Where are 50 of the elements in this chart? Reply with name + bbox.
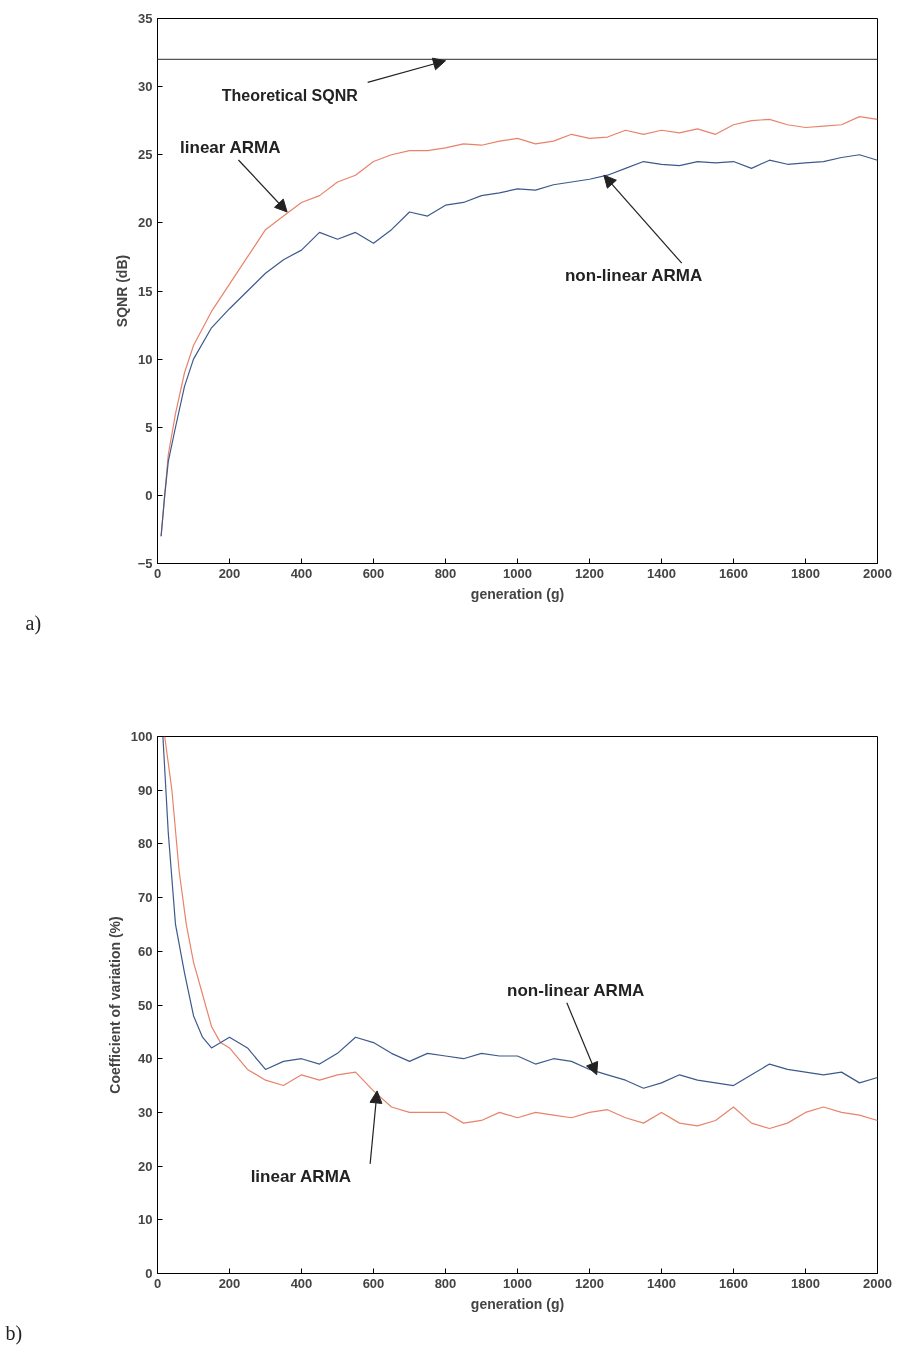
- x-tick-label: 1200: [575, 1275, 604, 1291]
- y-tick-label: 60: [138, 943, 153, 959]
- annotation: linear ARMA: [180, 137, 281, 157]
- y-tick-label: 10: [138, 351, 153, 367]
- ref-line-label: Theoretical SQNR: [221, 87, 359, 105]
- x-tick-label: 1400: [647, 565, 676, 581]
- y-axis-title: SQNR (dB): [113, 254, 130, 328]
- x-tick-label: 200: [218, 1275, 241, 1291]
- x-tick-label: 400: [290, 1275, 313, 1291]
- y-tick-label: 35: [138, 11, 153, 26]
- x-tick-label: 800: [434, 1275, 457, 1291]
- y-tick-label: 90: [138, 782, 153, 798]
- y-tick-label: 20: [138, 1158, 153, 1174]
- x-tick-label: 200: [218, 565, 241, 581]
- annotation: non-linear ARMA: [507, 980, 645, 1000]
- text: a): [25, 611, 42, 635]
- y-tick-label: 30: [138, 79, 153, 95]
- y-tick-label: 20: [138, 215, 153, 231]
- x-tick-label: 1800: [791, 1275, 820, 1291]
- x-tick-label: 1600: [719, 565, 748, 581]
- y-tick-label: 50: [138, 997, 153, 1013]
- text: b): [5, 1321, 23, 1345]
- y-tick-label: 80: [138, 836, 153, 852]
- x-tick-label: 400: [290, 565, 313, 581]
- x-axis-title: generation (g): [470, 1295, 565, 1312]
- x-tick-label: 1400: [647, 1275, 676, 1291]
- y-tick-label: 15: [138, 283, 153, 299]
- y-tick-label: 0: [145, 487, 153, 503]
- x-tick-label: 1200: [575, 565, 604, 581]
- x-tick-label: 2000: [863, 565, 892, 581]
- x-tick-label: 1600: [719, 1275, 748, 1291]
- y-axis-title: Coefficient of variation (%): [106, 916, 123, 1094]
- annotation: linear ARMA: [250, 1166, 352, 1186]
- x-tick-label: 1000: [503, 1275, 532, 1291]
- y-tick-label: 40: [138, 1051, 153, 1067]
- annotation: non-linear ARMA: [564, 266, 703, 286]
- y-tick-label: 25: [138, 147, 153, 163]
- y-tick-label: 5: [145, 419, 153, 435]
- y-tick-label: 30: [138, 1104, 153, 1120]
- x-tick-label: 600: [362, 565, 385, 581]
- y-tick-label: 70: [138, 890, 153, 906]
- x-tick-label: 1800: [791, 565, 820, 581]
- y-tick-label: 10: [138, 1212, 153, 1228]
- y-tick-label: 100: [130, 729, 153, 744]
- y-tick-label: −5: [137, 556, 153, 571]
- x-tick-label: 600: [362, 1275, 385, 1291]
- x-tick-label: 1000: [503, 565, 532, 581]
- x-tick-label: 2000: [863, 1275, 892, 1291]
- x-axis-title: generation (g): [470, 585, 565, 602]
- x-tick-label: 800: [434, 565, 457, 581]
